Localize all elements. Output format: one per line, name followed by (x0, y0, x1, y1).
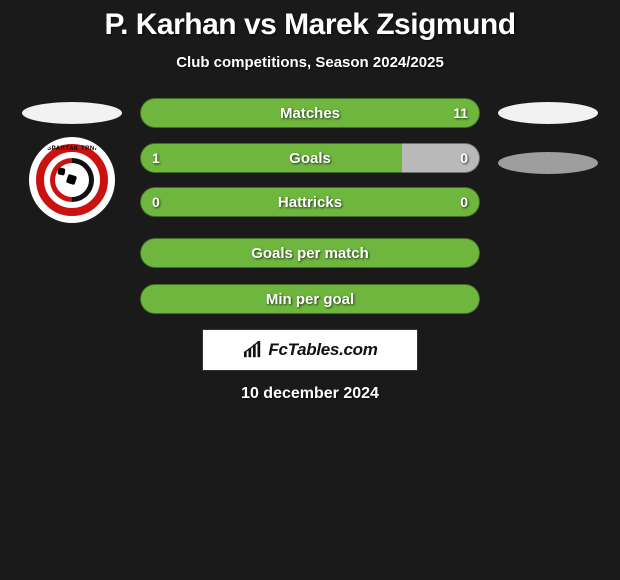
bar-chart-icon (242, 341, 264, 359)
right-empty-slot (498, 283, 598, 315)
footer-date: 10 december 2024 (0, 385, 620, 403)
left-empty-slot (22, 237, 122, 269)
player-right-marker (498, 152, 598, 174)
soccer-ball-icon (55, 163, 89, 197)
brand-attribution[interactable]: FcTables.com (202, 329, 418, 371)
stat-right-value: 0 (460, 150, 468, 166)
stat-right-value: 11 (453, 105, 468, 121)
stat-bar-goals: 1 Goals 0 (140, 143, 480, 173)
left-ellipse-slot (22, 97, 122, 129)
page-subtitle: Club competitions, Season 2024/2025 (0, 54, 620, 71)
stat-row-matches: Matches 11 (0, 97, 620, 129)
right-empty-slot (498, 237, 598, 269)
stat-row-gpm: Goals per match (0, 237, 620, 269)
stat-bar-matches: Matches 11 (140, 98, 480, 128)
right-ellipse-slot (498, 97, 598, 129)
badge-inner (50, 158, 94, 202)
badge-text: FC SPARTAK TRNAVA (32, 146, 112, 152)
stat-bar-mpg: Min per goal (140, 284, 480, 314)
infographic-root: P. Karhan vs Marek Zsigmund Club competi… (0, 0, 620, 403)
stat-label: Matches (140, 105, 480, 122)
stat-label: Hattricks (140, 194, 480, 211)
stat-right-value: 0 (460, 194, 468, 210)
right-ellipse-slot (498, 147, 598, 179)
club-badge-left: FC SPARTAK TRNAVA (29, 137, 115, 223)
left-club-badge-slot: FC SPARTAK TRNAVA (22, 137, 122, 223)
player-left-marker (22, 102, 122, 124)
stat-bar-hattricks: 0 Hattricks 0 (140, 187, 480, 217)
stat-bar-gpm: Goals per match (140, 238, 480, 268)
left-empty-slot (22, 283, 122, 315)
brand-text: FcTables.com (268, 340, 377, 360)
stat-label: Goals per match (140, 245, 480, 262)
player-right-marker (498, 102, 598, 124)
stat-label: Min per goal (140, 291, 480, 308)
stat-row-mpg: Min per goal (0, 283, 620, 315)
stat-label: Goals (140, 150, 480, 167)
stat-row-goals: FC SPARTAK TRNAVA 1 Goals 0 (0, 143, 620, 223)
center-bars-group: 1 Goals 0 0 Hattricks 0 (140, 143, 480, 217)
page-title: P. Karhan vs Marek Zsigmund (0, 8, 620, 42)
